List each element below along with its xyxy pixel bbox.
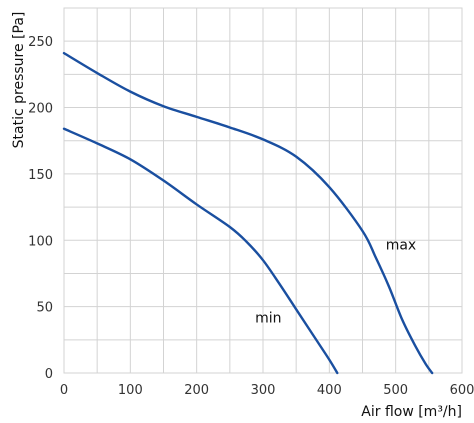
x-tick-label: 400 [317, 383, 342, 398]
y-tick-label: 100 [28, 234, 53, 249]
x-tick-label: 600 [450, 383, 474, 398]
x-tick-label: 0 [60, 383, 68, 398]
y-tick-label: 200 [28, 102, 53, 117]
plot-frame [63, 7, 463, 374]
x-tick-label: 200 [184, 383, 209, 398]
x-tick-label: 100 [118, 383, 143, 398]
y-axis-label: Static pressure [Pa] [11, 12, 27, 149]
series-max-line [62, 51, 434, 375]
series-min-label: min [255, 310, 281, 326]
tick-labels: 0 100 200 300 400 500 600 0 50 100 150 200 250 [28, 35, 474, 398]
x-tick-label: 300 [251, 383, 276, 398]
x-axis-label: Air flow [m³/h] [361, 404, 462, 420]
series-min-line [62, 127, 339, 375]
curves: max min [62, 51, 434, 375]
y-tick-label: 0 [45, 367, 53, 382]
x-tick-label: 500 [383, 383, 408, 398]
y-tick-label: 50 [36, 301, 53, 316]
series-max-label: max [386, 237, 417, 253]
y-tick-label: 250 [28, 35, 53, 50]
y-tick-label: 150 [28, 168, 53, 183]
